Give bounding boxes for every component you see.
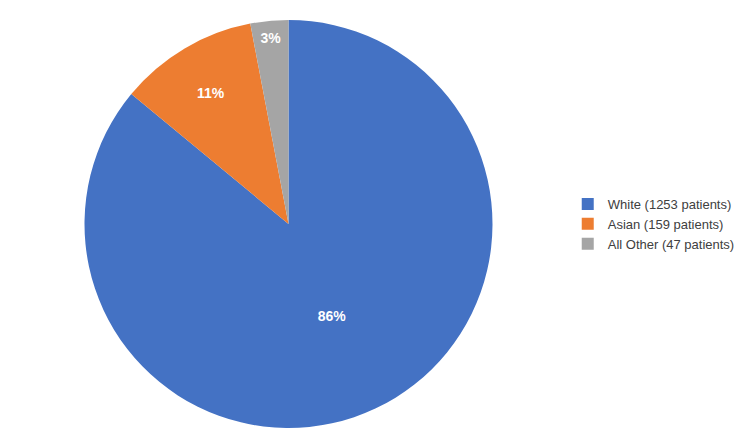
svg-text:3%: 3% <box>261 30 282 46</box>
svg-text:All Other (47 patients): All Other (47 patients) <box>608 237 734 252</box>
svg-text:86%: 86% <box>318 308 347 324</box>
svg-text:11%: 11% <box>197 85 225 101</box>
svg-text:Asian (159 patients): Asian (159 patients) <box>608 217 724 232</box>
svg-text:White (1253 patients): White (1253 patients) <box>608 197 732 212</box>
